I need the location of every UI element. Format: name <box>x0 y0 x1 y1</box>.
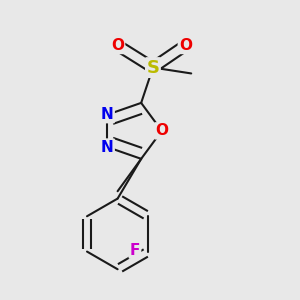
Text: N: N <box>101 140 114 154</box>
Text: N: N <box>101 107 114 122</box>
Text: O: O <box>111 38 124 53</box>
Text: S: S <box>146 58 159 76</box>
Text: F: F <box>130 243 140 258</box>
Text: O: O <box>179 38 192 53</box>
Text: O: O <box>155 123 168 138</box>
